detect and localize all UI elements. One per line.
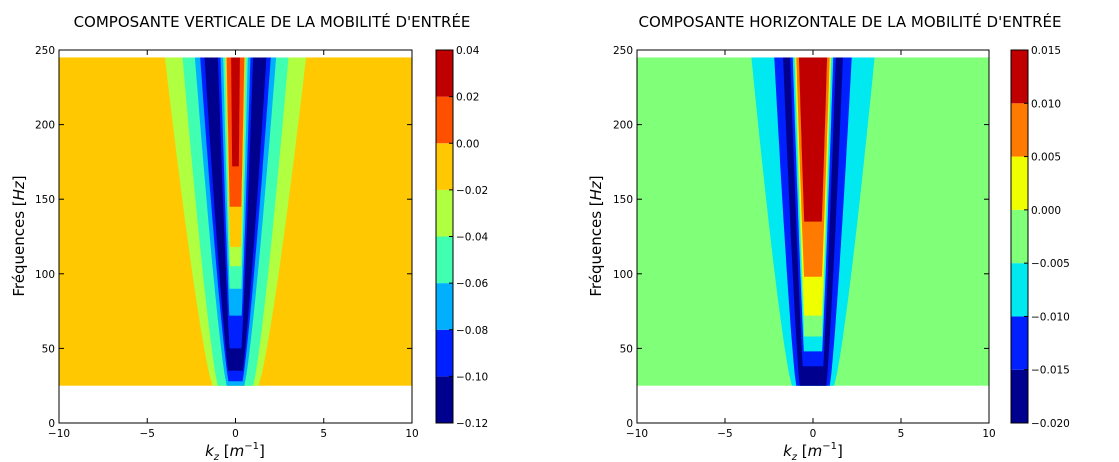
colorbar-segment [436,329,453,377]
y-tick-label: 250 [35,45,55,57]
x-axis-label: kz [m−1] [783,441,843,462]
colorbar-segment [1011,209,1028,264]
x-tick-label: −10 [626,428,648,440]
x-tick-label: 5 [320,428,327,440]
colorbar-segment [1011,369,1028,423]
chart-vertical-mobility: COMPOSANTE VERTICALE DE LA MOBILITÉ D'EN… [10,12,488,462]
y-axis-label: Fréquences [Hz] [10,175,28,296]
colorbar-tick-label: −0.06 [456,278,488,290]
x-axis-ticks: −10 −5 0 5 10 [48,50,419,440]
y-axis-label: Fréquences [Hz] [587,175,605,296]
x-tick-label: 10 [982,428,995,440]
chart-title: COMPOSANTE HORIZONTALE DE LA MOBILITÉ D'… [639,12,1062,31]
colorbar-segment [436,189,453,237]
colorbar-segment [436,283,453,330]
colorbar-tick-label: 0.00 [456,138,479,150]
colorbar-tick-label: −0.020 [1031,418,1070,430]
colorbar-segment [436,96,453,144]
contour-band [798,57,828,222]
x-axis-label: kz [m−1] [205,441,265,462]
y-tick-label: 150 [35,194,55,206]
y-tick-label: 200 [613,120,633,132]
colorbar-tick-label: −0.010 [1031,311,1070,323]
colorbar: −0.12 −0.10 −0.08 −0.06 −0.04 −0.02 0.00 0.02 0.… [435,45,488,430]
x-tick-label: 0 [810,428,817,440]
colorbar-segment [1011,50,1028,104]
y-axis-ticks: 0 50 100 150 200 250 [613,45,989,430]
x-tick-label: −10 [48,428,70,440]
colorbar-tick-label: 0.000 [1031,205,1061,217]
colorbar-tick-label: 0.04 [456,45,480,57]
colorbar-tick-label: 0.005 [1031,152,1061,164]
colorbar-tick-label: 0.02 [456,92,479,104]
y-tick-label: 0 [48,418,55,430]
chart-title: COMPOSANTE VERTICALE DE LA MOBILITÉ D'EN… [74,12,471,31]
colorbar-tick-label: 0.010 [1031,98,1061,110]
contour-band [231,57,240,167]
x-tick-label: −5 [140,428,155,440]
colorbar-segment [436,50,453,97]
y-axis-ticks: 0 50 100 150 200 250 [35,45,412,430]
y-tick-label: 250 [613,45,633,57]
colorbar-tick-label: −0.08 [456,325,488,337]
contour-plot-area [637,57,989,386]
y-tick-label: 100 [35,269,55,281]
colorbar-segment [1011,316,1028,370]
colorbar: −0.020 −0.015 −0.010 −0.005 0.000 0.005 0.010 0… [1010,45,1070,430]
contour-plot-area [59,57,412,386]
y-tick-label: 200 [35,120,55,132]
x-tick-label: 10 [405,428,418,440]
colorbar-frame [1010,49,1029,424]
colorbar-segment [436,143,453,190]
colorbar-tick-label: −0.04 [456,232,488,244]
y-tick-label: 50 [42,343,55,355]
colorbar-tick-label: −0.12 [456,418,488,430]
chart-horizontal-mobility: COMPOSANTE HORIZONTALE DE LA MOBILITÉ D'… [587,12,1070,462]
y-tick-label: 100 [613,269,633,281]
colorbar-segment [436,236,453,284]
colorbar-segment [1011,103,1028,157]
colorbar-segment [1011,156,1028,210]
colorbar-tick-label: −0.02 [456,185,488,197]
x-tick-label: 5 [898,428,905,440]
y-tick-label: 50 [620,343,633,355]
x-axis-ticks: −10 −5 0 5 10 [626,50,996,440]
colorbar-segment [436,376,453,423]
y-tick-label: 150 [613,194,633,206]
colorbar-tick-label: 0.015 [1031,45,1061,57]
colorbar-tick-label: −0.10 [456,371,488,383]
y-tick-label: 0 [626,418,633,430]
colorbar-segment [1011,263,1028,317]
x-tick-label: −5 [717,428,732,440]
x-tick-label: 0 [232,428,239,440]
colorbar-tick-label: −0.015 [1031,365,1070,377]
colorbar-tick-label: −0.005 [1031,258,1070,270]
